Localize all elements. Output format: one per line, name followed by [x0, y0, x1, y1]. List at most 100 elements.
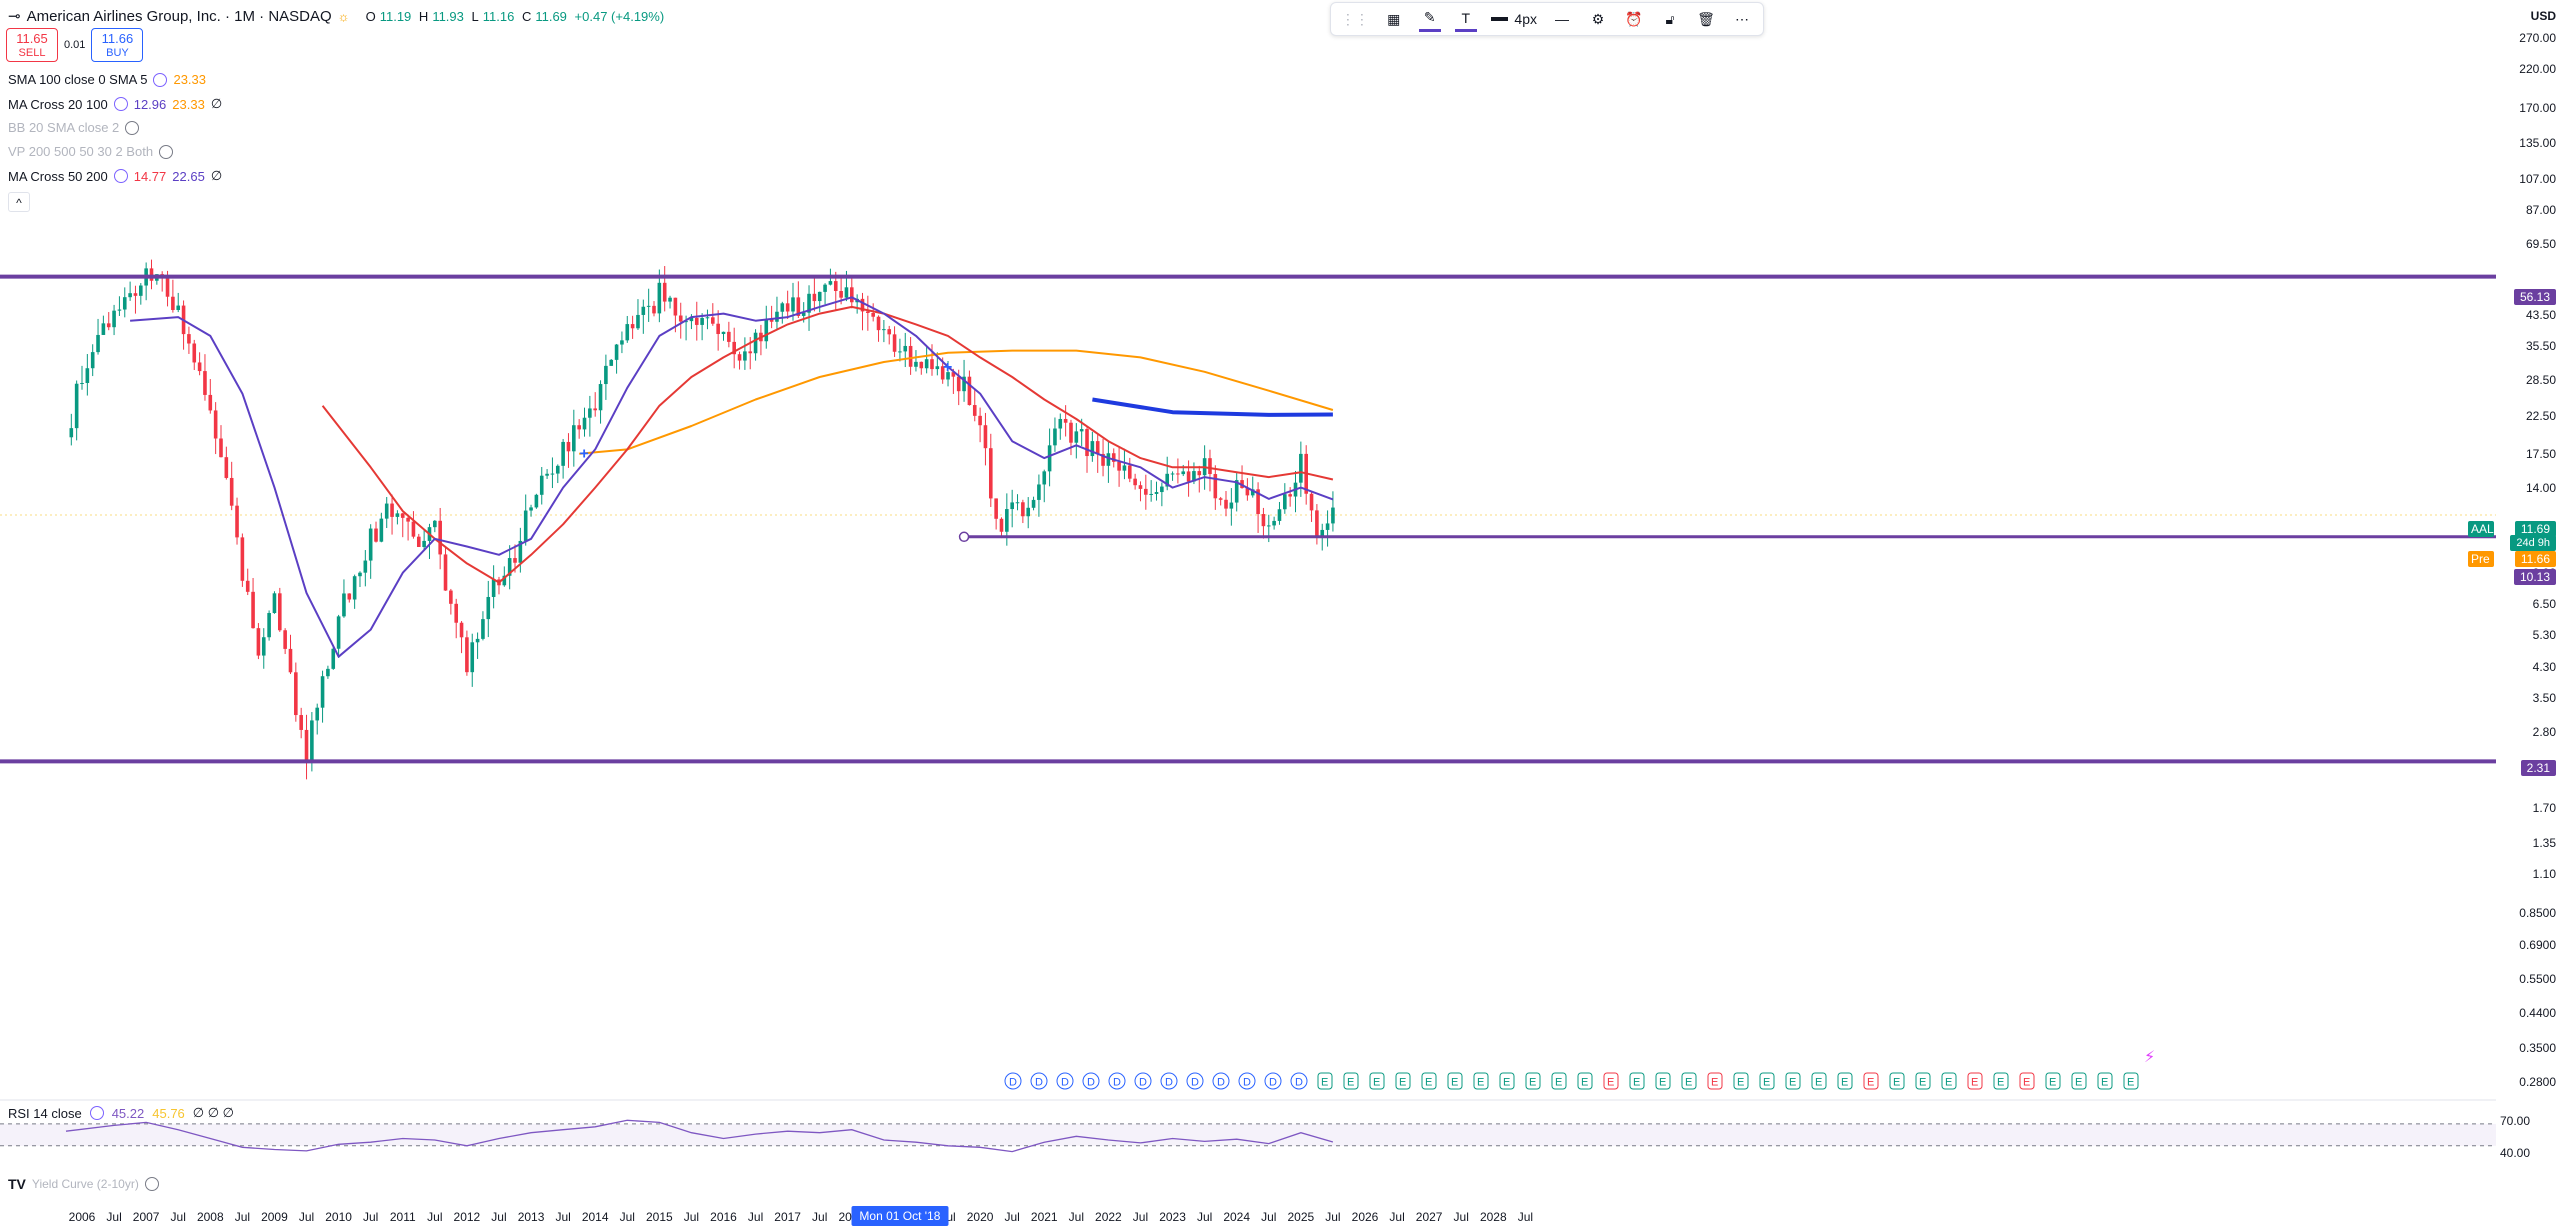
candle-body [534, 494, 539, 508]
candle-body [572, 425, 576, 452]
time-axis[interactable]: 2006 Jul 2007 Jul 2008 Jul 2009 Jul 2010 Jul 2011 J… [0, 1204, 2496, 1228]
eye-hidden-icon[interactable] [159, 144, 174, 159]
candle-body [1026, 507, 1031, 517]
line-handle-icon [958, 531, 970, 543]
candle-body [1288, 494, 1292, 497]
candle-body [673, 297, 678, 316]
eye-icon[interactable] [144, 1177, 159, 1191]
candle-body [609, 359, 614, 366]
candle-body [363, 560, 368, 573]
candle-body [1320, 529, 1325, 536]
candle-body [149, 268, 154, 281]
candle-body [967, 376, 972, 406]
candle-body [700, 318, 704, 325]
candle-body [491, 579, 496, 597]
candle-body [1181, 471, 1186, 475]
candle-body [689, 317, 694, 322]
candle-body [1037, 484, 1041, 500]
tradingview-logo-icon: TV [8, 1176, 26, 1192]
earnings-marker-label: E [1997, 1077, 2004, 1089]
earnings-marker [1473, 1072, 1489, 1090]
earnings-marker-label: E [1555, 1077, 1562, 1089]
buy-label: BUY [106, 47, 129, 59]
candle-body [299, 715, 303, 730]
x-tick-label: Jul [491, 1210, 507, 1224]
alert-icon[interactable]: ⏰ [1625, 10, 1643, 27]
candle-body [235, 505, 239, 538]
candle-body [80, 382, 84, 384]
candle-body [1106, 453, 1111, 466]
earnings-marker [1681, 1072, 1697, 1090]
candle-body [775, 311, 779, 322]
eye-hidden-icon[interactable] [125, 120, 140, 135]
dividend-marker-label: D [1035, 1077, 1043, 1089]
rsi-level-40: 40.00 [2500, 1146, 2531, 1160]
x-tick-label: Jul [106, 1210, 122, 1224]
earnings-marker-label: E [1425, 1077, 1432, 1089]
earnings-marker [1421, 1072, 1437, 1090]
candle-body [807, 293, 811, 313]
candle-body [887, 329, 892, 335]
candle-body [1095, 441, 1100, 454]
x-tick-label: 2016 [710, 1210, 737, 1224]
drag-handle-icon[interactable]: ⋮⋮ [1340, 10, 1369, 27]
indicator-name: MA Cross 50 200 [8, 168, 108, 184]
line-style-icon[interactable]: — [1555, 11, 1569, 27]
rsi-legend[interactable]: RSI 14 close 45.22 45.76 ∅ ∅ ∅ [8, 1105, 234, 1121]
candle-body [433, 520, 437, 528]
indicator-bb[interactable]: BB 20 SMA close 2 [8, 120, 140, 135]
last-price-tag: 11.69 [2514, 521, 2556, 537]
price-axis[interactable]: USD 270.00 220.00 170.00 135.00 107.00 87.00 6… [2468, 0, 2560, 1228]
symbol-header[interactable]: ⊸ American Airlines Group, Inc. · 1M · N… [8, 7, 668, 26]
candle-body [384, 503, 389, 519]
candle-body [919, 361, 924, 369]
buy-button[interactable]: 11.66 BUY [91, 28, 144, 62]
earnings-marker [1395, 1072, 1411, 1090]
x-tick-label: Jul [427, 1210, 443, 1224]
settings-icon[interactable] [113, 169, 128, 183]
line-width-button[interactable]: 4px [1490, 6, 1537, 32]
y-tick-label: 1.70 [2532, 800, 2556, 815]
indicator-vp[interactable]: VP 200 500 50 30 2 Both [8, 144, 174, 159]
candle-body [224, 457, 229, 478]
settings-icon[interactable] [113, 97, 128, 111]
candle-body [711, 317, 715, 324]
candle-body [882, 329, 886, 331]
candle-body [122, 297, 127, 310]
line-color-icon[interactable]: ✎ [1418, 6, 1441, 32]
indicator-ma-cross-20-100[interactable]: MA Cross 20 100 12.96 23.33 ∅ [8, 96, 222, 112]
lightning-icon: ⚡ [2144, 1047, 2155, 1066]
x-tick-label: Jul [619, 1210, 635, 1224]
collapse-legend-button[interactable]: ^ [8, 192, 30, 212]
settings-icon[interactable]: ⚙ [1591, 10, 1605, 27]
more-icon[interactable]: ⋯ [1735, 10, 1749, 27]
candle-body [716, 323, 720, 335]
settings-icon[interactable] [89, 1106, 104, 1120]
earnings-marker-label: E [1815, 1077, 1822, 1089]
earnings-marker-label: E [2101, 1077, 2108, 1089]
candle-body [753, 332, 758, 354]
candle-body [1058, 418, 1063, 429]
dividend-marker-label: D [1009, 1077, 1017, 1089]
candle-body [1256, 489, 1260, 515]
text-color-icon[interactable]: T [1454, 6, 1477, 32]
settings-icon[interactable] [153, 72, 168, 87]
candle-body [69, 428, 74, 438]
earnings-marker-label: E [1503, 1077, 1510, 1089]
lock-icon[interactable]: 🔓︎ [1665, 10, 1675, 27]
earnings-marker-label: E [1659, 1077, 1666, 1089]
earnings-marker-label: E [1373, 1077, 1380, 1089]
sell-button[interactable]: 11.65 SELL [6, 28, 58, 62]
candle-body [1031, 499, 1036, 508]
candle-body [459, 622, 464, 638]
price-chart[interactable]: + + D D D D D D D D D D D D E E E E E E E E E E E E E E E E E E E E E E E E E E… [0, 0, 2496, 1204]
dividend-marker [1264, 1072, 1282, 1090]
candle-body [850, 287, 854, 303]
indicator-ma-cross-50-200[interactable]: MA Cross 50 200 14.77 22.65 ∅ [8, 168, 222, 184]
y-tick-label: 0.8500 [2519, 906, 2556, 921]
templates-icon[interactable]: ▦ [1387, 10, 1401, 27]
indicator-sma100[interactable]: SMA 100 close 0 SMA 5 23.33 [8, 72, 206, 87]
earnings-marker [1707, 1072, 1723, 1090]
candle-body [561, 441, 565, 466]
trash-icon[interactable]: 🗑︎ [1697, 10, 1715, 27]
